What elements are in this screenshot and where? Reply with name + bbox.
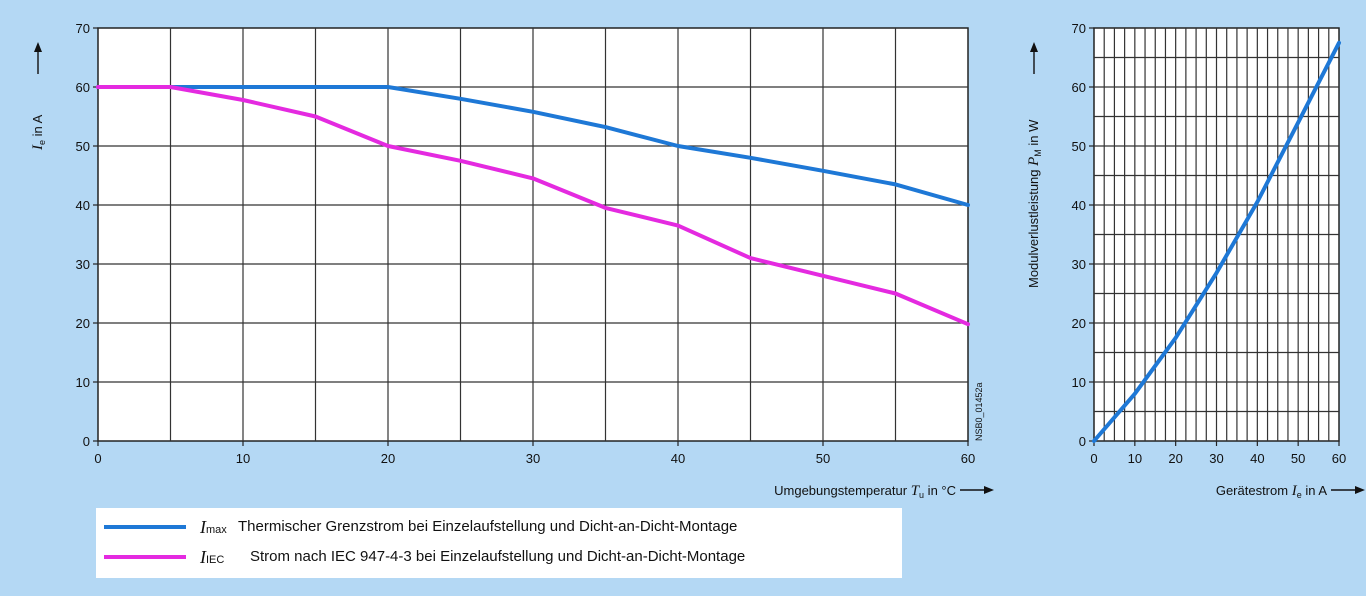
main-y-tick-label: 20 bbox=[76, 316, 90, 331]
main-x-tick-label: 0 bbox=[94, 451, 101, 466]
legend-item-imax: Imax Thermischer Grenzstrom bei Einzelau… bbox=[96, 514, 902, 540]
main-x-axis-unit: in °C bbox=[924, 483, 956, 498]
side-x-tick-label: 30 bbox=[1209, 451, 1223, 466]
legend-swatch-imax bbox=[104, 525, 186, 529]
main-y-tick-label: 10 bbox=[76, 375, 90, 390]
side-y-axis-subscript: M bbox=[1033, 149, 1043, 157]
side-x-axis-symbol: I bbox=[1291, 483, 1298, 499]
side-x-tick-label: 20 bbox=[1168, 451, 1182, 466]
side-x-tick-label: 0 bbox=[1090, 451, 1097, 466]
side-grid bbox=[1094, 28, 1339, 441]
side-x-axis-label: Gerätestrom Ie in A bbox=[1216, 483, 1327, 500]
main-x-axis-label-text: Umgebungstemperatur bbox=[774, 483, 911, 498]
side-x-arrow-head bbox=[1355, 486, 1365, 494]
main-y-tick-label: 40 bbox=[76, 198, 90, 213]
main-y-tick-label: 60 bbox=[76, 80, 90, 95]
main-y-axis-symbol: I bbox=[30, 144, 46, 151]
main-x-tick-label: 30 bbox=[526, 451, 540, 466]
main-y-arrow-head bbox=[34, 42, 42, 52]
main-y-tick-label: 50 bbox=[76, 139, 90, 154]
side-x-axis-label-text: Gerätestrom bbox=[1216, 483, 1292, 498]
side-y-axis-unit: in W bbox=[1026, 119, 1041, 149]
side-x-tick-label: 10 bbox=[1128, 451, 1142, 466]
legend-item-iiec: IIEC Strom nach IEC 947-4-3 bei Einzelau… bbox=[96, 544, 902, 570]
main-y-axis-subscript: e bbox=[37, 140, 47, 145]
main-series-line-1 bbox=[96, 85, 970, 327]
side-y-arrow-head bbox=[1030, 42, 1038, 52]
side-y-axis-symbol: P bbox=[1026, 157, 1042, 167]
main-y-tick-label: 30 bbox=[76, 257, 90, 272]
side-y-tick-label: 20 bbox=[1072, 316, 1086, 331]
main-x-arrow-head bbox=[984, 486, 994, 494]
side-y-tick-label: 10 bbox=[1072, 375, 1086, 390]
side-x-tick-label: 60 bbox=[1332, 451, 1346, 466]
main-x-tick-label: 10 bbox=[236, 451, 250, 466]
main-x-tick-label: 50 bbox=[816, 451, 830, 466]
main-x-axis-label: Umgebungstemperatur Tu in °C bbox=[774, 483, 956, 500]
side-y-tick-label: 60 bbox=[1072, 80, 1086, 95]
legend-text-iiec: Strom nach IEC 947-4-3 bei Einzelaufstel… bbox=[250, 548, 746, 565]
side-y-tick-label: 0 bbox=[1079, 434, 1086, 449]
main-side-label: NSB0_01452a bbox=[974, 382, 984, 441]
side-x-tick-label: 40 bbox=[1250, 451, 1264, 466]
main-y-tick-label: 0 bbox=[83, 434, 90, 449]
chart-svg: 0 10 20 30 40 50 60 0 10 20 30 40 50 60 70 Umgebungstem… bbox=[30, 21, 1365, 500]
side-x-axis-subscript: e bbox=[1297, 490, 1302, 500]
side-y-axis-label: Modulverlustleistung PM in W bbox=[1026, 119, 1043, 288]
side-y-tick-label: 50 bbox=[1072, 139, 1086, 154]
main-y-axis-label: Ie in A bbox=[30, 114, 47, 151]
main-y-tick-label: 70 bbox=[76, 21, 90, 36]
main-x-axis-subscript: u bbox=[919, 490, 924, 500]
side-y-tick-label: 70 bbox=[1072, 21, 1086, 36]
legend: Imax Thermischer Grenzstrom bei Einzelau… bbox=[96, 508, 902, 578]
side-x-tick-label: 50 bbox=[1291, 451, 1305, 466]
side-x-axis-unit: in A bbox=[1302, 483, 1328, 498]
side-y-axis-label-text: Modulverlustleistung bbox=[1026, 166, 1041, 288]
main-x-axis-symbol: T bbox=[911, 483, 921, 499]
main-x-tick-label: 60 bbox=[961, 451, 975, 466]
side-series-line-0 bbox=[1092, 40, 1341, 443]
main-grid bbox=[98, 28, 968, 441]
legend-swatch-iiec bbox=[104, 555, 186, 559]
legend-symbol-iiec: IIEC bbox=[200, 547, 225, 567]
main-chart: 0 10 20 30 40 50 60 0 10 20 30 40 50 60 70 Umgebungstem… bbox=[30, 21, 994, 500]
legend-symbol-imax: Imax bbox=[200, 517, 227, 537]
side-y-tick-label: 30 bbox=[1072, 257, 1086, 272]
side-chart: 0 10 20 30 40 50 60 0 10 20 30 40 50 60 70 Gerätestrom … bbox=[1026, 21, 1365, 500]
main-series-line-0 bbox=[96, 85, 970, 207]
main-x-tick-label: 20 bbox=[381, 451, 395, 466]
main-x-tick-label: 40 bbox=[671, 451, 685, 466]
legend-text-imax: Thermischer Grenzstrom bei Einzelaufstel… bbox=[238, 518, 738, 535]
main-y-axis-unit: in A bbox=[30, 114, 45, 140]
side-y-tick-label: 40 bbox=[1072, 198, 1086, 213]
